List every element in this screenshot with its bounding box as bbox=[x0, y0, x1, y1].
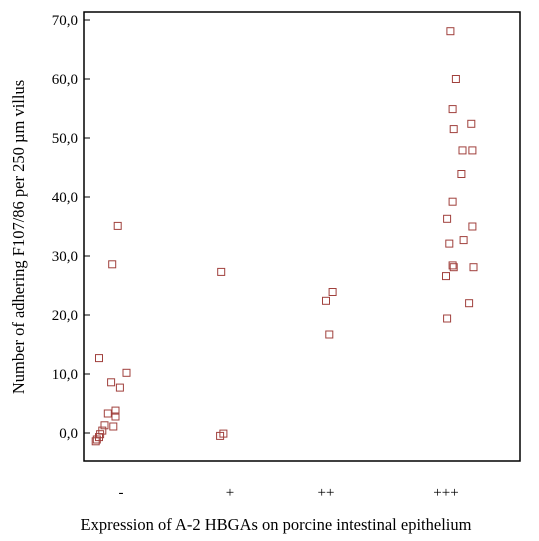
data-point bbox=[91, 437, 100, 446]
data-point bbox=[467, 119, 476, 128]
data-point bbox=[107, 378, 116, 387]
data-point bbox=[458, 146, 467, 155]
data-point bbox=[92, 435, 101, 444]
data-point bbox=[109, 422, 118, 431]
data-point bbox=[449, 263, 458, 272]
data-point bbox=[95, 354, 103, 363]
data-point bbox=[446, 27, 455, 36]
data-point bbox=[443, 214, 452, 223]
data-point bbox=[448, 261, 457, 270]
y-axis-label: Number of adhering F107/86 per 250 µm vi… bbox=[9, 80, 28, 394]
data-point bbox=[115, 383, 124, 392]
y-tick-label: 0,0 bbox=[59, 426, 78, 442]
y-tick-label: 30,0 bbox=[52, 249, 78, 265]
data-point bbox=[443, 314, 452, 323]
data-point bbox=[465, 299, 474, 308]
x-tick-label: ++ bbox=[318, 485, 335, 501]
data-point bbox=[322, 296, 330, 305]
data-point bbox=[445, 239, 454, 248]
data-point bbox=[328, 288, 337, 296]
data-point bbox=[442, 272, 450, 281]
data-point bbox=[111, 412, 120, 421]
y-tick-label: 50,0 bbox=[52, 131, 78, 147]
data-points bbox=[91, 27, 478, 446]
data-point bbox=[468, 146, 477, 155]
data-point bbox=[216, 431, 225, 440]
data-point bbox=[113, 221, 122, 230]
data-point bbox=[122, 368, 131, 377]
data-point bbox=[459, 236, 468, 245]
y-tick-label: 70,0 bbox=[52, 13, 78, 29]
data-point bbox=[457, 170, 466, 178]
x-tick-label: +++ bbox=[433, 485, 458, 501]
x-axis-label: Expression of A-2 HBGAs on porcine intes… bbox=[81, 515, 472, 534]
x-axis: - + ++ +++ bbox=[119, 485, 459, 501]
data-point bbox=[449, 125, 458, 134]
data-point bbox=[469, 263, 478, 272]
x-tick-label: - bbox=[119, 485, 124, 501]
y-tick-label: 10,0 bbox=[52, 367, 78, 383]
data-point bbox=[108, 260, 117, 269]
data-point bbox=[468, 222, 477, 231]
y-axis: 0,0 10,0 20,0 30,0 40,0 50,0 60,0 70,0 bbox=[52, 13, 90, 442]
data-point bbox=[448, 105, 457, 114]
data-point bbox=[451, 75, 460, 83]
y-tick-label: 20,0 bbox=[52, 308, 78, 324]
data-point bbox=[448, 197, 457, 206]
data-point bbox=[325, 330, 334, 339]
data-point bbox=[111, 406, 120, 415]
y-tick-label: 60,0 bbox=[52, 72, 78, 88]
data-point bbox=[100, 421, 109, 430]
y-tick-label: 40,0 bbox=[52, 190, 78, 206]
plot-frame bbox=[83, 11, 521, 462]
x-tick-label: + bbox=[226, 485, 234, 501]
data-point bbox=[217, 267, 226, 276]
data-point bbox=[103, 409, 112, 418]
